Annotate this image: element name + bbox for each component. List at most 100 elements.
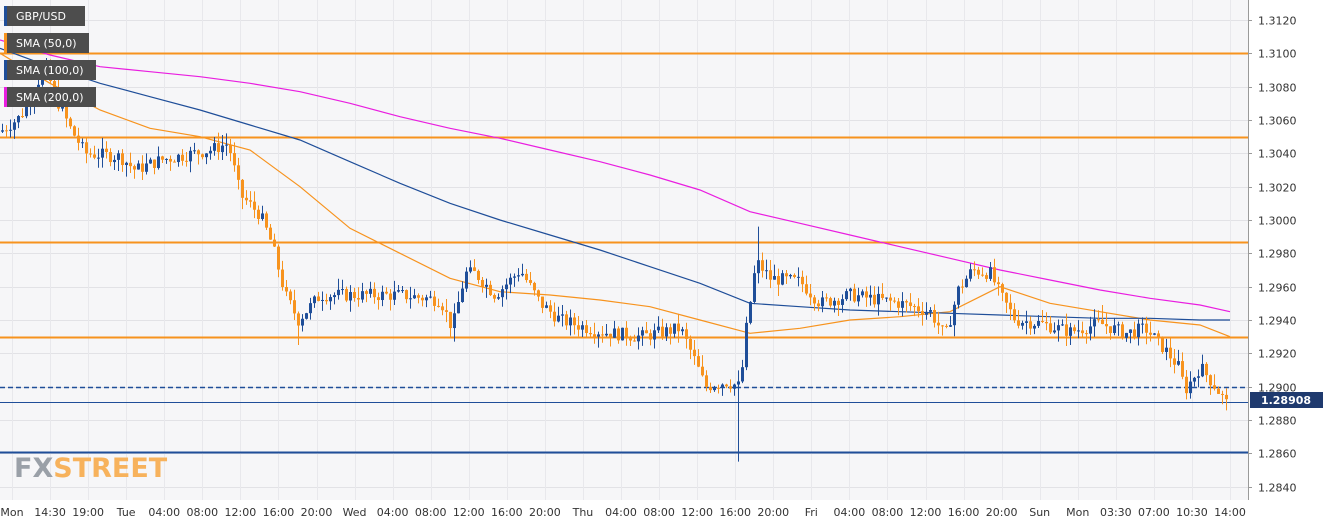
candle-body [197, 150, 200, 155]
candle-body [821, 297, 824, 307]
candle-body [589, 333, 592, 335]
candle-body [161, 156, 164, 160]
candle-body [145, 163, 148, 172]
candle-body [829, 298, 832, 306]
candle-body [569, 317, 572, 326]
candle-body [1041, 320, 1044, 322]
candle-body [353, 292, 356, 298]
price-badge-label: 1.28908 [1261, 394, 1311, 407]
candle-body [493, 295, 496, 299]
candle-body [85, 142, 88, 154]
candle-body [217, 143, 220, 153]
candle-body [549, 305, 552, 312]
y-tick-label: 1.3080 [1258, 82, 1297, 95]
candle-body [909, 302, 912, 307]
candle-body [277, 246, 280, 270]
candle-body [21, 116, 24, 118]
candle-body [741, 367, 744, 382]
candle-body [593, 334, 596, 337]
sma-lines [0, 39, 1231, 338]
candle-body [805, 284, 808, 294]
candle-body [105, 148, 108, 153]
candle-body [337, 289, 340, 296]
candle-body [1037, 320, 1040, 326]
candle-body [1, 130, 4, 132]
x-tick-label: 16:00 [491, 506, 523, 519]
candle-body [257, 209, 260, 219]
candle-body [1085, 333, 1088, 335]
candle-body [237, 165, 240, 180]
candle-body [961, 286, 964, 288]
candle-body [193, 150, 196, 152]
y-tick-label: 1.3040 [1258, 148, 1297, 161]
watermark-suffix: STREET [53, 453, 168, 484]
candle-body [361, 291, 364, 300]
legend-sma-100: SMA (100,0) [4, 60, 96, 80]
candle-body [689, 338, 692, 350]
candle-body [1137, 323, 1140, 338]
y-tick-label: 1.3060 [1258, 115, 1297, 128]
candle-body [753, 273, 756, 302]
candle-body [1217, 388, 1220, 394]
candle-body [385, 291, 388, 294]
candle-body [837, 300, 840, 305]
x-tick-label: 12:00 [453, 506, 485, 519]
candle-body [329, 297, 332, 302]
x-tick-label: Tue [116, 506, 136, 519]
candle-body [1177, 361, 1180, 365]
candle-body [513, 276, 516, 278]
candle-body [677, 323, 680, 332]
candle-body [937, 322, 940, 326]
candle-body [889, 297, 892, 301]
candle-body [605, 333, 608, 336]
candle-body [305, 313, 308, 319]
candle-body [697, 356, 700, 367]
candle-body [565, 314, 568, 326]
candle-body [581, 325, 584, 330]
y-tick-label: 1.2920 [1258, 348, 1297, 361]
candle-body [1209, 375, 1212, 386]
candle-body [149, 159, 152, 164]
candle-body [141, 163, 144, 172]
x-tick-label: 03:30 [1100, 506, 1132, 519]
candle-body [769, 270, 772, 280]
candle-body [373, 288, 376, 298]
candle-body [497, 297, 500, 299]
candle-body [873, 294, 876, 305]
legend-symbol: GBP/USD [4, 6, 85, 26]
candle-body [1105, 324, 1108, 327]
candle-body [773, 276, 776, 280]
candle-body [1205, 363, 1208, 376]
candle-body [173, 161, 176, 163]
candle-body [297, 313, 300, 326]
candle-body [137, 163, 140, 170]
candle-body [101, 148, 104, 158]
x-tick-label: 12:00 [681, 506, 713, 519]
candle-body [1125, 332, 1128, 338]
candle-body [1121, 324, 1124, 338]
candle-body [1117, 324, 1120, 326]
candle-body [957, 286, 960, 305]
x-tick-label: 20:00 [301, 506, 333, 519]
y-tick-label: 1.2880 [1258, 415, 1297, 428]
candle-body [1141, 323, 1144, 325]
candle-body [165, 158, 168, 160]
candle-body [189, 150, 192, 162]
candle-body [1073, 327, 1076, 332]
y-tick-label: 1.2860 [1258, 448, 1297, 461]
candle-body [617, 328, 620, 341]
candle-body [985, 275, 988, 279]
legend-sma-200-label: SMA (200,0) [16, 91, 84, 104]
candle-body [545, 305, 548, 308]
candle-body [573, 317, 576, 326]
candle-body [489, 284, 492, 296]
candle-body [69, 118, 72, 127]
candle-body [221, 145, 224, 153]
candle-body [557, 315, 560, 322]
candle-body [801, 276, 804, 285]
candle-body [1081, 330, 1084, 334]
candle-body [461, 288, 464, 303]
candle-body [669, 327, 672, 334]
y-axis: 1.3120 1.3100 1.3080 1.3060 1.3040 1.3020 1.30… [1248, 15, 1297, 495]
